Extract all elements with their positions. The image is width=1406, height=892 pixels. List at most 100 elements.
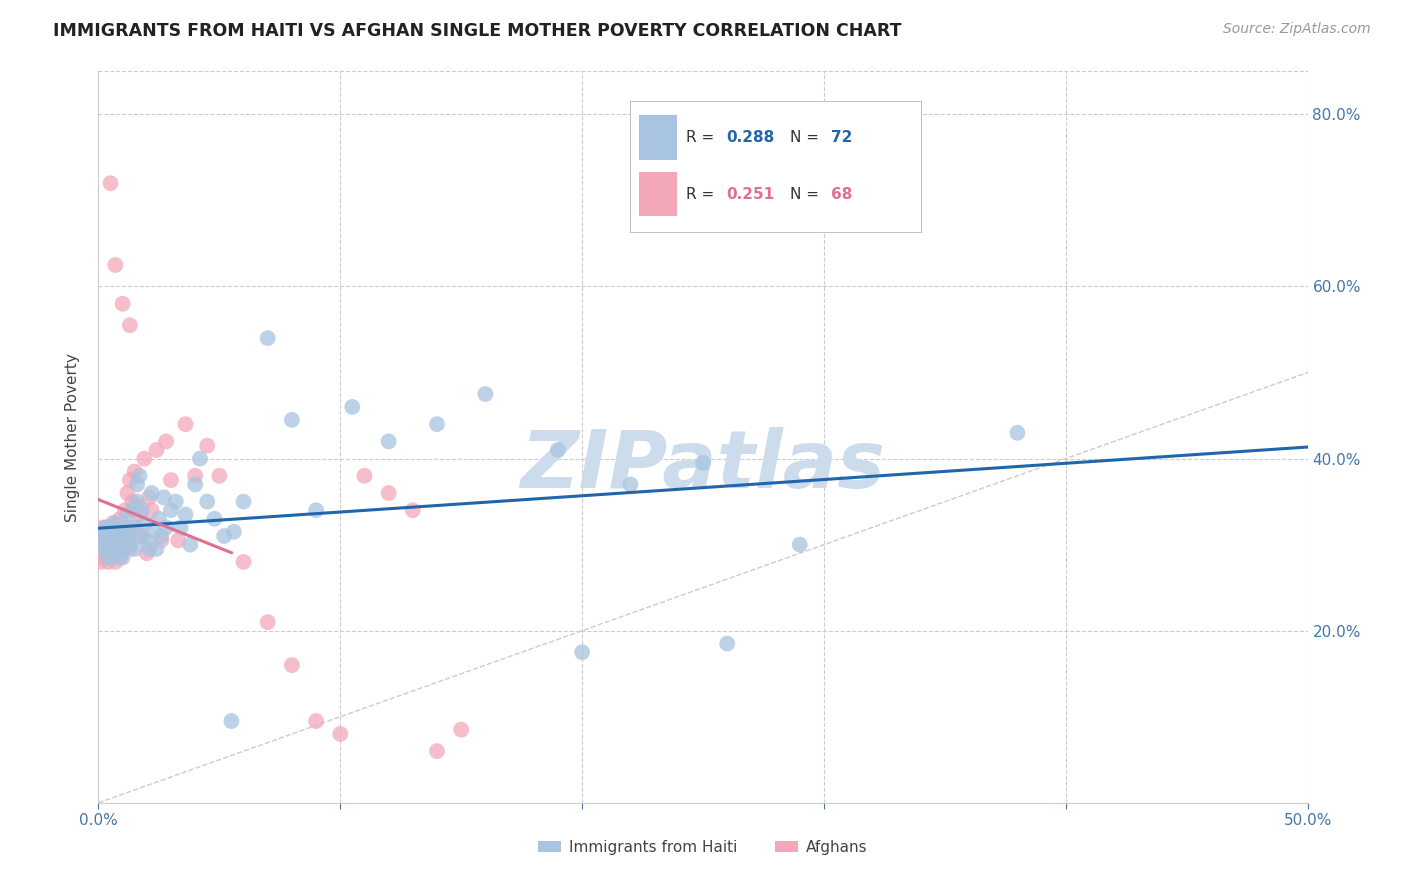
Point	[789, 538, 811, 552]
Point	[101, 538, 124, 552]
Point	[138, 541, 160, 556]
Point	[91, 541, 114, 556]
Point	[91, 538, 114, 552]
Point	[148, 512, 170, 526]
Point	[101, 550, 124, 565]
Point	[127, 494, 149, 508]
Point	[305, 503, 328, 517]
Point	[114, 541, 136, 556]
Point	[104, 541, 127, 556]
Point	[94, 550, 117, 565]
Point	[143, 524, 166, 539]
Point	[111, 524, 134, 539]
Point	[127, 477, 149, 491]
Point	[107, 538, 129, 552]
Point	[127, 499, 149, 513]
Point	[124, 541, 146, 556]
Point	[114, 520, 136, 534]
Point	[100, 524, 122, 539]
Point	[117, 529, 139, 543]
Point	[128, 468, 150, 483]
Point	[619, 477, 641, 491]
Point	[118, 538, 141, 552]
Point	[169, 520, 191, 534]
Point	[184, 477, 207, 491]
Point	[329, 727, 352, 741]
Point	[107, 533, 129, 548]
Point	[135, 546, 157, 560]
Point	[232, 494, 254, 508]
Text: Source: ZipAtlas.com: Source: ZipAtlas.com	[1223, 22, 1371, 37]
Text: ZIPatlas: ZIPatlas	[520, 427, 886, 506]
Point	[94, 524, 117, 539]
Point	[100, 550, 122, 565]
Point	[138, 491, 160, 505]
Point	[104, 538, 127, 552]
Point	[94, 524, 117, 539]
Point	[134, 451, 156, 466]
Point	[305, 714, 328, 728]
Point	[104, 529, 127, 543]
Point	[145, 541, 167, 556]
Point	[104, 258, 127, 272]
Point	[97, 520, 120, 534]
Point	[571, 645, 593, 659]
Point	[165, 494, 187, 508]
Point	[135, 533, 157, 548]
Point	[145, 442, 167, 457]
Point	[90, 555, 112, 569]
Point	[114, 538, 136, 552]
Point	[221, 714, 243, 728]
Point	[101, 524, 124, 539]
Point	[1007, 425, 1029, 440]
Point	[117, 486, 139, 500]
Point	[94, 538, 117, 552]
Point	[94, 520, 117, 534]
Point	[124, 520, 146, 534]
Point	[100, 176, 122, 190]
Point	[104, 555, 127, 569]
Point	[118, 524, 141, 539]
Point	[104, 516, 127, 530]
Point	[402, 503, 425, 517]
Point	[377, 434, 399, 449]
Point	[131, 503, 153, 517]
Point	[90, 546, 112, 560]
Point	[91, 529, 114, 543]
Point	[353, 468, 375, 483]
Point	[426, 744, 449, 758]
Point	[97, 529, 120, 543]
Point	[97, 538, 120, 552]
Point	[256, 331, 278, 345]
Point	[474, 387, 496, 401]
Legend: Immigrants from Haiti, Afghans: Immigrants from Haiti, Afghans	[533, 834, 873, 861]
Text: IMMIGRANTS FROM HAITI VS AFGHAN SINGLE MOTHER POVERTY CORRELATION CHART: IMMIGRANTS FROM HAITI VS AFGHAN SINGLE M…	[53, 22, 901, 40]
Point	[150, 529, 173, 543]
Point	[160, 503, 183, 517]
Point	[108, 524, 131, 539]
Point	[111, 541, 134, 556]
Point	[121, 494, 143, 508]
Point	[716, 637, 738, 651]
Point	[377, 486, 399, 500]
Point	[117, 508, 139, 522]
Point	[107, 520, 129, 534]
Point	[121, 503, 143, 517]
Point	[101, 516, 124, 530]
Point	[124, 465, 146, 479]
Point	[97, 555, 120, 569]
Point	[208, 468, 231, 483]
Point	[141, 486, 163, 500]
Point	[91, 541, 114, 556]
Point	[152, 491, 174, 505]
Point	[91, 550, 114, 565]
Point	[100, 541, 122, 556]
Point	[150, 533, 173, 548]
Point	[101, 529, 124, 543]
Point	[97, 541, 120, 556]
Point	[212, 529, 235, 543]
Point	[256, 615, 278, 629]
Point	[111, 533, 134, 548]
Point	[692, 456, 714, 470]
Point	[174, 417, 197, 432]
